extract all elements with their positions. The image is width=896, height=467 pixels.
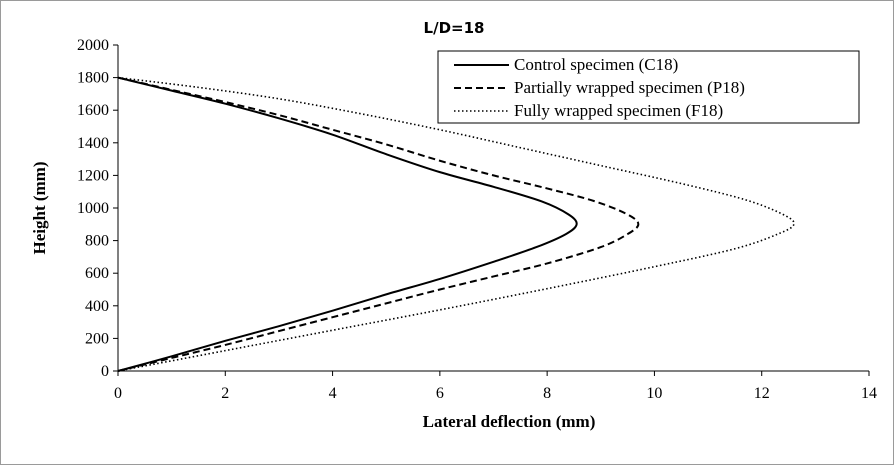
y-tick-label: 2000: [77, 37, 109, 54]
legend-label-control: Control specimen (C18): [514, 55, 678, 74]
x-tick-label: 4: [329, 385, 337, 402]
y-tick-label: 1000: [77, 200, 109, 217]
x-tick-label: 0: [114, 385, 122, 402]
y-tick-label: 0: [101, 363, 109, 380]
x-axis-label: Lateral deflection (mm): [423, 412, 596, 431]
legend: Control specimen (C18) Partially wrapped…: [437, 50, 860, 124]
y-tick-label: 400: [85, 298, 109, 315]
x-tick-label: 10: [646, 385, 662, 402]
y-tick-label: 1400: [77, 135, 109, 152]
y-tick-label: 600: [85, 265, 109, 282]
x-tick-label: 12: [754, 385, 770, 402]
legend-box: [437, 50, 860, 124]
series-line-partial: [117, 76, 640, 372]
y-axis-label: Height (mm): [30, 161, 49, 254]
y-tick-label: 800: [85, 233, 109, 250]
chart-title: L/D=18: [424, 19, 485, 37]
y-tick-label: 1600: [77, 102, 109, 119]
legend-label-full: Fully wrapped specimen (F18): [514, 101, 723, 120]
series-line-control: [117, 76, 578, 372]
plot-area: 0 200 400 600 800 1000 1200 1400 1600 1800 2000 0 2 4…: [77, 37, 877, 402]
y-tick-label: 1800: [77, 70, 109, 87]
x-tick-label: 14: [861, 385, 877, 402]
y-tick-label: 1200: [77, 167, 109, 184]
x-tick-label: 2: [221, 385, 229, 402]
x-tick-label: 8: [543, 385, 551, 402]
legend-label-partial: Partially wrapped specimen (P18): [514, 78, 745, 97]
series-line-full: [117, 76, 795, 372]
y-tick-label: 200: [85, 330, 109, 347]
x-tick-label: 6: [436, 385, 444, 402]
